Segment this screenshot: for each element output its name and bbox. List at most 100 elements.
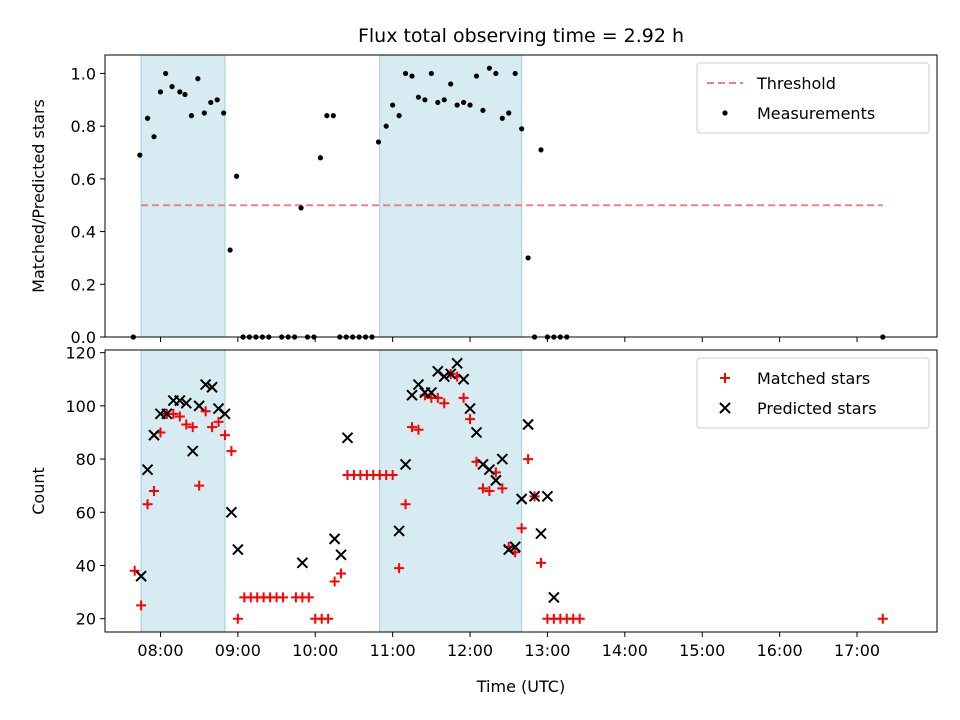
- top-measurements-point-9: [188, 113, 195, 119]
- bottom-matched-stars-point-53: [477, 483, 488, 494]
- bottom-predicted-stars-point-19: [341, 432, 354, 444]
- bottom-predicted-stars-point-9: [193, 400, 205, 412]
- bottom-predicted-stars-point-17: [328, 533, 341, 545]
- bottom-predicted-stars-point-34: [483, 464, 496, 476]
- bottom-predicted-stars-point-36: [496, 453, 509, 465]
- bottom-predicted-stars-point-6: [174, 394, 186, 407]
- top-measurements-point-55: [493, 70, 499, 77]
- bottom-predicted-stars-point-21: [399, 458, 412, 471]
- top-ytick-label-2: 0.4: [71, 223, 96, 242]
- top-measurements-point-45: [428, 70, 434, 77]
- bottom-matched-stars-point-41: [400, 499, 411, 510]
- bottom-matched-stars-point-6: [168, 408, 179, 419]
- top-measurements-point-39: [390, 102, 396, 108]
- bottom-shaded-region-1: [379, 349, 523, 633]
- top-measurements-point-25: [298, 205, 304, 211]
- top-legend-box: [696, 62, 930, 134]
- bottom-predicted-stars-point-1: [141, 464, 154, 476]
- bottom-ytick-label-1: 40: [76, 556, 96, 575]
- bottom-legend-label-0: Matched stars: [757, 369, 870, 388]
- bottom-matched-stars-point-42: [407, 422, 418, 433]
- xtick-label-6: 14:00: [602, 641, 648, 660]
- top-measurements-point-50: [460, 99, 467, 106]
- top-measurements-point-6: [169, 84, 175, 90]
- xtick-label-3: 11:00: [370, 641, 416, 660]
- bottom-matched-stars-point-16: [232, 613, 243, 624]
- bottom-matched-stars-point-39: [387, 470, 398, 481]
- bottom-legend: Matched stars Predicted stars: [696, 357, 930, 429]
- bottom-matched-stars-point-14: [219, 430, 230, 441]
- bottom-matched-stars-point-10: [194, 480, 205, 491]
- top-measurements-point-47: [441, 97, 447, 103]
- xtick-label-8: 16:00: [757, 641, 803, 660]
- top-measurements-point-12: [208, 99, 214, 106]
- top-measurements-point-40: [396, 113, 402, 119]
- xtick-label-5: 13:00: [524, 641, 570, 660]
- top-axes-frame: [104, 54, 938, 338]
- top-measurements-point-13: [214, 97, 220, 103]
- bottom-predicted-stars-point-11: [206, 381, 218, 393]
- top-measurements-point-1: [137, 152, 143, 158]
- x-axis-label: Time (UTC): [476, 677, 565, 696]
- bottom-predicted-stars-point-41: [528, 490, 541, 503]
- bottom-matched-stars-point-56: [497, 483, 508, 494]
- bottom-matched-stars-point-30: [329, 576, 340, 587]
- bottom-predicted-stars-point-22: [406, 389, 418, 401]
- top-legend-key-1: [722, 110, 728, 116]
- bottom-matched-stars-point-23: [278, 592, 289, 603]
- top-measurements-point-42: [409, 73, 415, 79]
- bottom-matched-stars-point-46: [432, 392, 443, 403]
- bottom-matched-stars-point-9: [187, 422, 198, 433]
- bottom-matched-stars-point-7: [174, 411, 185, 422]
- bottom-predicted-stars-point-27: [438, 370, 450, 383]
- top-measurements-point-14: [221, 110, 227, 116]
- xtick-label-9: 17:00: [834, 641, 880, 660]
- bottom-matched-stars-point-60: [523, 454, 534, 465]
- top-legend-label-1: Measurements: [757, 104, 875, 123]
- bottom-matched-stars-point-0: [129, 565, 140, 576]
- top-measurements-point-46: [435, 99, 441, 106]
- bottom-matched-stars-point-50: [458, 392, 469, 403]
- bottom-predicted-stars-point-0: [135, 570, 147, 582]
- bottom-predicted-stars-point-38: [509, 541, 521, 553]
- top-measurements-point-44: [422, 97, 428, 103]
- top-measurements-point-11: [201, 110, 207, 116]
- top-measurements-point-49: [454, 102, 460, 108]
- top-measurements-point-3: [151, 134, 157, 140]
- bottom-ytick-label-5: 120: [65, 344, 96, 363]
- top-measurements-point-30: [330, 113, 336, 119]
- bottom-predicted-stars-point-10: [199, 378, 212, 391]
- top-measurements-point-10: [195, 76, 201, 82]
- bottom-predicted-stars-point-13: [219, 408, 231, 420]
- top-ytick-label-3: 0.6: [71, 170, 96, 189]
- top-measurements-point-43: [415, 94, 422, 100]
- top-ytick-label-5: 1.0: [71, 64, 96, 83]
- xtick-label-7: 15:00: [679, 641, 725, 660]
- top-ytick-label-1: 0.2: [71, 275, 96, 294]
- bottom-matched-stars-point-68: [574, 613, 585, 624]
- top-measurements-point-16: [233, 173, 240, 179]
- bottom-matched-stars-point-31: [336, 568, 347, 579]
- bottom-matched-stars-point-69: [877, 613, 888, 624]
- top-measurements-point-62: [538, 147, 544, 153]
- top-measurements-point-53: [480, 107, 486, 113]
- top-measurements-point-51: [467, 102, 473, 108]
- bottom-predicted-stars-point-7: [180, 397, 192, 409]
- bottom-matched-stars-point-2: [142, 499, 153, 510]
- bottom-matched-stars-point-13: [213, 416, 224, 427]
- top-ytick-label-0: 0.0: [71, 328, 96, 347]
- top-shaded-region-1: [379, 54, 523, 338]
- bottom-matched-stars-point-26: [303, 592, 314, 603]
- top-measurements-point-4: [157, 89, 164, 95]
- bottom-axes-frame: [104, 349, 938, 633]
- bottom-predicted-stars-point-39: [515, 493, 528, 505]
- bottom-matched-stars-point-3: [149, 486, 160, 496]
- bottom-panel: 20 40 60 80 100 120 08:00 09:00 10:00 11:00 12:00 1…: [29, 344, 938, 696]
- bottom-matched-stars-point-15: [226, 446, 237, 457]
- xtick-label-4: 12:00: [447, 641, 493, 660]
- top-ytick-label-4: 0.8: [71, 117, 96, 136]
- bottom-predicted-stars-point-35: [490, 474, 502, 487]
- top-measurements-point-48: [448, 81, 454, 87]
- top-measurements-point-60: [525, 255, 531, 261]
